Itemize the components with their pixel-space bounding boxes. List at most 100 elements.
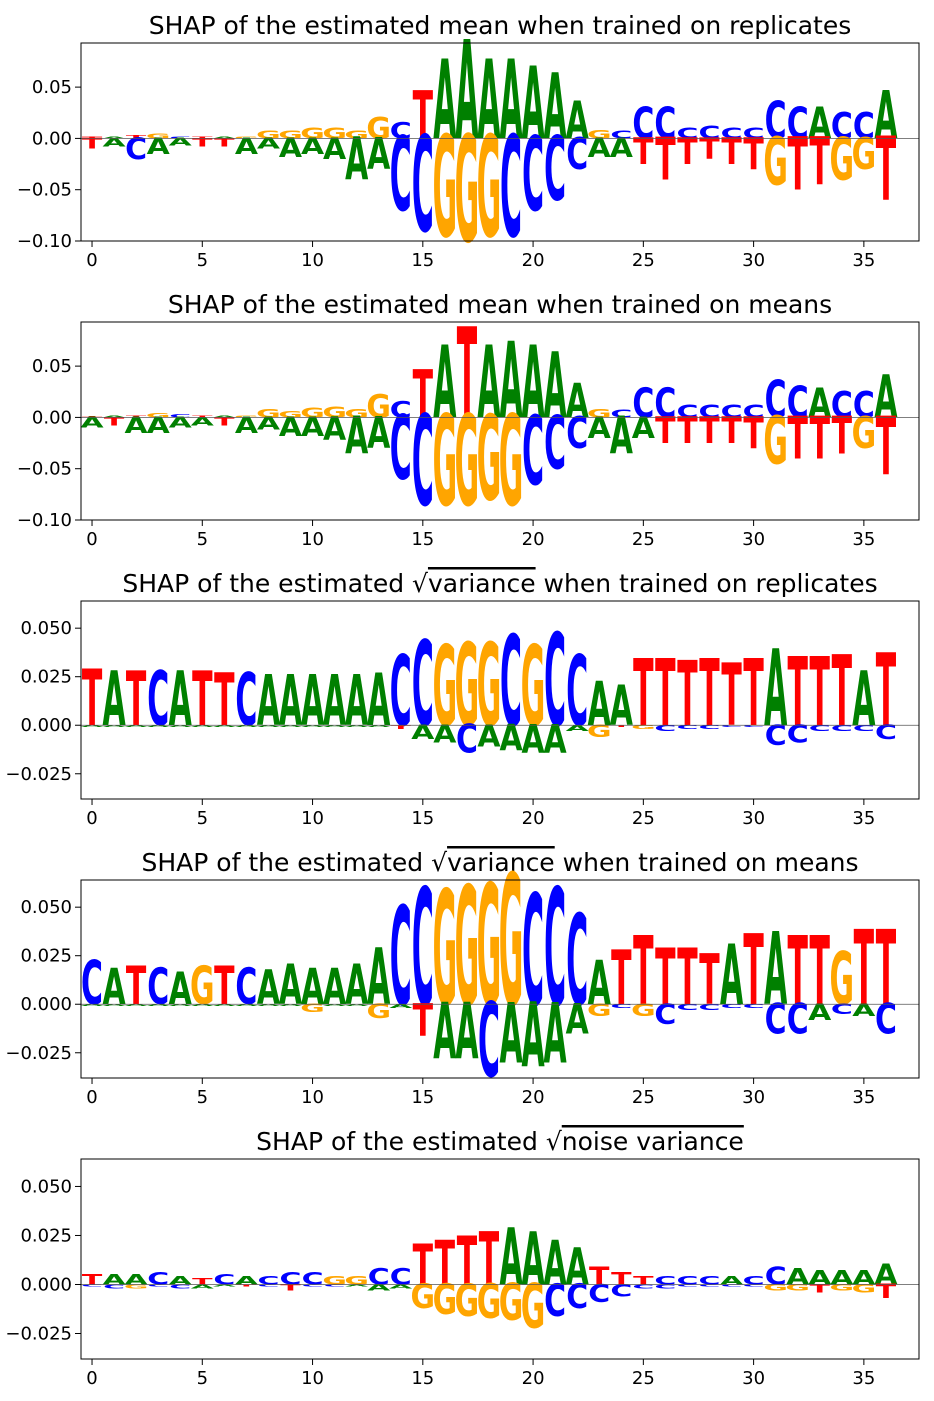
logo-letter-pos-13: A [367, 932, 390, 1023]
logo-letter-pos-0: T [82, 416, 103, 418]
logo-letter-pos-33: A [808, 97, 831, 148]
logo-letter-pos-10: C [302, 1269, 324, 1289]
x-tick-label: 10 [301, 808, 324, 829]
logo-letter-neg-15: T [413, 994, 434, 1046]
logo-letter-neg-12: A [345, 406, 369, 466]
panel-title-suffix: when trained on means [555, 848, 859, 877]
logo-letter-neg-32: G [785, 1283, 810, 1293]
x-tick-label: 5 [197, 808, 208, 829]
logo-letter-neg-2: A [125, 414, 149, 439]
y-tick-label: 0.000 [20, 994, 72, 1015]
logo-letter-pos-22: A [566, 374, 590, 429]
logo-letter-neg-9: T [280, 1283, 300, 1293]
logo-letter-neg-0: A [80, 1004, 104, 1007]
logo-letter-pos-18: G [477, 851, 502, 1044]
y-tick-label: 0.050 [20, 1176, 72, 1197]
y-tick-label: 0.000 [20, 1274, 72, 1295]
panel-title-text: SHAP of the estimated [256, 1127, 546, 1156]
x-tick-label: 25 [632, 250, 655, 271]
logo-letter-neg-8: A [257, 413, 280, 434]
logo-letter-pos-0: C [81, 948, 103, 1019]
x-tick-label: 20 [522, 1368, 545, 1389]
logo-letter-neg-4: C [169, 1283, 191, 1290]
logo-letter-neg-9: A [279, 1004, 303, 1007]
logo-letter-neg-11: C [324, 1284, 346, 1287]
logo-letter-neg-8: A [257, 725, 281, 728]
logo-letter-pos-24: T [611, 936, 631, 1023]
logo-letter-neg-25: A [632, 411, 655, 445]
logo-letter-pos-4: A [169, 963, 193, 1015]
logo-letter-neg-26: T [655, 125, 676, 193]
logo-letter-neg-1: A [103, 1004, 127, 1007]
plot-frame [80, 321, 920, 521]
x-tick-label: 10 [301, 1087, 324, 1108]
logo-letter-neg-19: A [499, 985, 522, 1082]
plot-frame [80, 600, 920, 800]
sqrt-symbol: √ [431, 848, 447, 877]
y-tick-label: 0.05 [32, 356, 72, 377]
x-tick-label: 10 [301, 529, 324, 550]
logo-letter-pos-10: G [300, 125, 325, 142]
logo-letter-pos-27: T [677, 643, 697, 746]
logo-letter-neg-16: G [433, 107, 458, 269]
logo-letter-neg-12: A [345, 1004, 369, 1007]
logo-letter-pos-12: A [345, 953, 369, 1018]
logo-letter-neg-34: T [832, 406, 853, 466]
logo-letter-pos-11: G [322, 404, 347, 421]
logo-letter-pos-34: G [830, 939, 855, 1023]
logo-letter-neg-32: C [787, 994, 809, 1043]
logo-letter-neg-29: C [721, 1003, 743, 1009]
panel-1: SHAP of the estimated mean when trained … [17, 11, 920, 276]
y-tick-label: −0.10 [17, 231, 72, 252]
logo-letter-pos-17: G [455, 853, 480, 1044]
logo-letter-pos-25: T [633, 642, 654, 748]
logo-letter-pos-33: A [808, 1267, 832, 1289]
logo-letter-pos-4: C [169, 414, 191, 419]
logo-letter-neg-10: A [301, 135, 325, 160]
logo-letter-neg-23: G [587, 722, 612, 741]
panel-title-text: SHAP of the estimated mean when trained … [168, 290, 832, 319]
logo-letter-neg-31: C [765, 719, 787, 752]
logo-letter-neg-29: C [721, 1284, 743, 1287]
logo-letter-neg-11: A [323, 1004, 347, 1007]
y-tick-label: 0.05 [32, 77, 72, 98]
logo-letter-pos-36: A [874, 1258, 898, 1291]
logo-letter-neg-15: G [411, 1276, 436, 1316]
logo-letter-neg-28: C [699, 1284, 721, 1287]
sqrt-symbol: √ [546, 1127, 562, 1156]
logo-letter-pos-9: G [278, 410, 303, 420]
logo-letter-pos-32: T [788, 918, 809, 1027]
logo-letter-neg-21: A [544, 985, 567, 1082]
x-tick-label: 30 [742, 1087, 765, 1108]
logo-letter-neg-1: T [104, 415, 125, 428]
logo-letter-pos-2: T [126, 415, 147, 418]
logo-letter-neg-11: A [323, 411, 346, 448]
logo-letter-neg-20: C [522, 395, 544, 507]
logo-letter-neg-13: A [367, 407, 390, 458]
logo-letter-neg-22: A [566, 994, 589, 1043]
logo-letter-neg-26: T [655, 409, 676, 452]
logo-letter-neg-30: C [743, 1003, 765, 1009]
logo-letter-neg-6: A [213, 1284, 237, 1287]
logo-letter-pos-11: A [323, 660, 347, 742]
plot-frame [80, 42, 920, 242]
logo-letter-pos-18: A [477, 36, 500, 164]
logo-letter-pos-15: T [413, 78, 433, 155]
sqrt-argument: variance [447, 848, 555, 877]
logo-letter-pos-7: C [235, 660, 257, 744]
logo-letter-pos-22: A [566, 1238, 589, 1296]
logo-letter-pos-31: A [764, 913, 787, 1028]
logo-letter-neg-34: C [831, 1001, 853, 1017]
logo-letter-pos-31: C [765, 370, 787, 430]
logo-letter-pos-15: T [413, 357, 433, 434]
y-tick-label: 0.025 [20, 667, 72, 688]
panel-title: SHAP of the estimated √variance when tra… [122, 569, 877, 598]
x-tick-label: 25 [632, 1368, 655, 1389]
logo-letter-pos-18: G [477, 620, 502, 753]
logo-letter-pos-0: T [82, 136, 103, 139]
logo-letter-pos-19: A [499, 321, 522, 443]
logo-letter-pos-1: A [103, 1271, 126, 1288]
logo-letter-neg-9: A [279, 725, 303, 728]
logo-letter-pos-24: C [610, 129, 632, 141]
